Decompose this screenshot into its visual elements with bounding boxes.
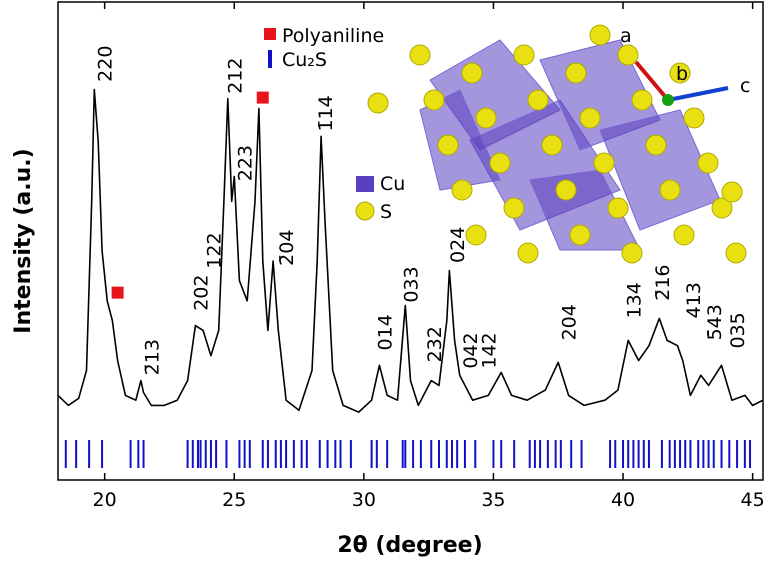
sulfur-atom: [618, 45, 638, 65]
peak-label: 2̄13: [141, 339, 163, 375]
y-axis-title: Intensity (a.u.): [11, 148, 36, 333]
peak-label: 223: [235, 145, 257, 181]
x-tick-label: 35: [481, 489, 505, 511]
axis-arrow-c: [668, 88, 728, 100]
peak-label: 033: [401, 266, 423, 302]
sulfur-atom: [590, 25, 610, 45]
x-tick-label: 25: [222, 489, 246, 511]
peak-label: 2̄16: [652, 264, 674, 300]
x-tick-label: 45: [741, 489, 765, 511]
sulfur-atom: [646, 135, 666, 155]
sulfur-atom: [566, 63, 586, 83]
sulfur-atom: [570, 225, 590, 245]
sulfur-atom: [504, 198, 524, 218]
x-tick-label: 30: [352, 489, 376, 511]
peak-label: 1̄14: [315, 95, 337, 131]
peak-label: 220: [95, 46, 117, 82]
sulfur-atom: [518, 243, 538, 263]
x-axis-title: 2θ (degree): [337, 533, 482, 558]
legend-swatch: [356, 202, 374, 220]
sulfur-atom: [368, 93, 388, 113]
axis-label: b: [676, 63, 688, 85]
sulfur-atom: [608, 198, 628, 218]
peak-label: 232: [424, 326, 446, 362]
sulfur-atom: [722, 182, 742, 202]
sulfur-atom: [622, 243, 642, 263]
polyaniline-marker: [257, 92, 269, 104]
peak-label: 212: [224, 58, 246, 94]
sulfur-atom: [698, 153, 718, 173]
sulfur-atom: [660, 180, 680, 200]
sulfur-atom: [726, 243, 746, 263]
peak-label: 122: [204, 232, 226, 268]
sulfur-atom: [410, 45, 430, 65]
sulfur-atom: [452, 180, 472, 200]
chart: abcCuS 2θ (degree) Intensity (a.u.) 2025…: [0, 0, 774, 566]
peak-label: 202: [191, 275, 213, 311]
peak-label: 204: [559, 304, 581, 340]
peak-label: 2̄04: [276, 230, 298, 266]
sulfur-atom: [476, 108, 496, 128]
plot-frame: [58, 2, 763, 480]
peak-label: 014: [375, 314, 397, 350]
sulfur-atom: [462, 63, 482, 83]
sulfur-atom: [514, 45, 534, 65]
x-tick-label: 20: [93, 489, 117, 511]
peak-label: 035: [727, 312, 749, 348]
peak-label: 024: [447, 227, 469, 263]
peak-label: 413: [683, 282, 705, 318]
polyaniline-marker: [112, 287, 124, 299]
x-tick-label: 40: [611, 489, 635, 511]
sulfur-atom: [632, 90, 652, 110]
sulfur-atom: [556, 180, 576, 200]
sulfur-atom: [438, 135, 458, 155]
sulfur-atom: [542, 135, 562, 155]
legend-label: S: [380, 201, 392, 223]
legend-label: Cu₂S: [282, 49, 327, 71]
sulfur-atom: [424, 90, 444, 110]
legend-label: Cu: [380, 173, 405, 195]
sulfur-atom: [528, 90, 548, 110]
legend-swatch: [264, 28, 276, 40]
sulfur-atom: [684, 108, 704, 128]
crystal-inset: a b c Cu S: [356, 25, 750, 263]
peak-label: 5̄43: [704, 304, 726, 340]
sulfur-atom: [674, 225, 694, 245]
sulfur-atom: [594, 153, 614, 173]
legend-label: Polyaniline: [282, 25, 384, 47]
axis-label: c: [740, 75, 750, 97]
peak-label: 134: [623, 282, 645, 318]
peak-label: 142: [478, 332, 500, 368]
axis-label: a: [620, 25, 632, 47]
legend-swatch: [268, 50, 272, 68]
legend-swatch: [356, 176, 374, 192]
axis-origin: [662, 94, 674, 106]
sulfur-atom: [580, 108, 600, 128]
sulfur-atom: [490, 153, 510, 173]
